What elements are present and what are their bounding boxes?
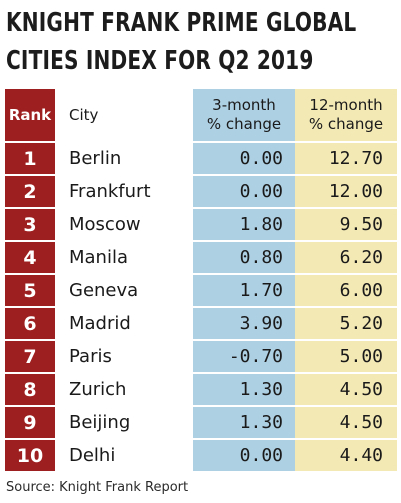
city-cell: Beijing [55,407,193,440]
table-row: 4 Manila 0.80 6.20 [5,242,397,275]
three-month-cell: 0.00 [193,440,295,473]
three-month-cell: 0.00 [193,176,295,209]
rank-cell: 9 [5,407,55,440]
header-twelve-month-line-1: 12-month [309,96,383,114]
city-cell: Moscow [55,209,193,242]
table-header: Rank City 3-month % change 12-month % ch… [5,89,397,143]
city-cell: Paris [55,341,193,374]
twelve-month-cell: 6.00 [295,275,397,308]
three-month-cell: 1.30 [193,407,295,440]
twelve-month-cell: 4.40 [295,440,397,473]
twelve-month-cell: 6.20 [295,242,397,275]
header-city: City [55,89,193,143]
rank-cell: 8 [5,374,55,407]
table-row: 5 Geneva 1.70 6.00 [5,275,397,308]
city-cell: Frankfurt [55,176,193,209]
table-row: 1 Berlin 0.00 12.70 [5,143,397,176]
city-cell: Berlin [55,143,193,176]
three-month-cell: 0.80 [193,242,295,275]
rank-cell: 3 [5,209,55,242]
twelve-month-cell: 5.20 [295,308,397,341]
city-cell: Madrid [55,308,193,341]
table-row: 10 Delhi 0.00 4.40 [5,440,397,473]
table-row: 8 Zurich 1.30 4.50 [5,374,397,407]
table-row: 3 Moscow 1.80 9.50 [5,209,397,242]
cities-index-table: Rank City 3-month % change 12-month % ch… [5,89,397,473]
chart-title: KNIGHT FRANK PRIME GLOBAL CITIES INDEX F… [6,4,357,80]
city-cell: Geneva [55,275,193,308]
twelve-month-cell: 4.50 [295,374,397,407]
header-twelve-month-line-2: % change [308,115,384,133]
header-row: Rank City 3-month % change 12-month % ch… [5,89,397,143]
city-cell: Manila [55,242,193,275]
three-month-cell: -0.70 [193,341,295,374]
city-cell: Zurich [55,374,193,407]
three-month-cell: 3.90 [193,308,295,341]
twelve-month-cell: 12.00 [295,176,397,209]
header-twelve-month: 12-month % change [295,89,397,143]
table-body: 1 Berlin 0.00 12.70 2 Frankfurt 0.00 12.… [5,143,397,473]
table-row: 9 Beijing 1.30 4.50 [5,407,397,440]
source-note: Source: Knight Frank Report [6,480,189,495]
rank-cell: 2 [5,176,55,209]
three-month-cell: 1.80 [193,209,295,242]
rank-cell: 4 [5,242,55,275]
three-month-cell: 1.30 [193,374,295,407]
rank-cell: 7 [5,341,55,374]
rank-cell: 1 [5,143,55,176]
header-three-month: 3-month % change [193,89,295,143]
table-row: 6 Madrid 3.90 5.20 [5,308,397,341]
twelve-month-cell: 4.50 [295,407,397,440]
city-cell: Delhi [55,440,193,473]
chart-title-line-2: CITIES INDEX FOR Q2 2019 [6,46,314,76]
header-rank: Rank [5,89,55,143]
three-month-cell: 0.00 [193,143,295,176]
twelve-month-cell: 5.00 [295,341,397,374]
table-row: 7 Paris -0.70 5.00 [5,341,397,374]
twelve-month-cell: 9.50 [295,209,397,242]
rank-cell: 10 [5,440,55,473]
header-three-month-line-1: 3-month [212,96,276,114]
rank-cell: 6 [5,308,55,341]
chart-title-line-1: KNIGHT FRANK PRIME GLOBAL [6,8,357,38]
twelve-month-cell: 12.70 [295,143,397,176]
table-row: 2 Frankfurt 0.00 12.00 [5,176,397,209]
header-three-month-line-2: % change [206,115,282,133]
rank-cell: 5 [5,275,55,308]
three-month-cell: 1.70 [193,275,295,308]
